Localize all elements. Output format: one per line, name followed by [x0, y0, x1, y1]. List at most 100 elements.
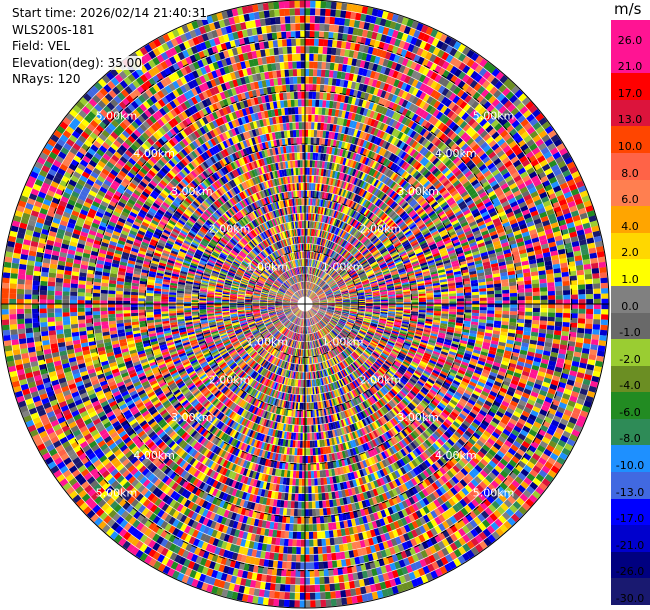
- velocity-gate: [340, 95, 346, 103]
- velocity-gate: [351, 58, 358, 67]
- velocity-gate: [313, 54, 319, 62]
- velocity-gate: [316, 222, 320, 230]
- velocity-gate: [355, 59, 362, 68]
- velocity-gate: [311, 175, 314, 183]
- velocity-gate: [325, 62, 331, 70]
- velocity-gate: [325, 200, 329, 208]
- velocity-gate: [411, 300, 419, 303]
- velocity-gate: [593, 309, 601, 315]
- velocity-gate: [317, 245, 320, 253]
- velocity-gate: [434, 299, 442, 302]
- velocity-gate: [326, 162, 330, 170]
- velocity-gate: [494, 317, 502, 322]
- velocity-gate: [575, 264, 584, 271]
- velocity-gate: [328, 185, 333, 193]
- velocity-gate: [336, 117, 342, 125]
- velocity-gate: [328, 24, 335, 32]
- velocity-gate: [339, 102, 345, 110]
- velocity-gate: [456, 306, 464, 310]
- velocity-gate: [338, 110, 343, 118]
- velocity-gate: [305, 38, 310, 46]
- velocity-gate: [335, 155, 340, 164]
- velocity-gate: [479, 291, 487, 295]
- velocity-gate: [591, 334, 600, 341]
- velocity-gate: [563, 299, 571, 305]
- velocity-gate: [441, 294, 449, 297]
- velocity-gate: [563, 304, 571, 309]
- velocity-gate: [306, 228, 308, 236]
- velocity-gate: [403, 305, 411, 308]
- velocity-gate: [524, 288, 533, 293]
- velocity-gate: [562, 280, 570, 287]
- velocity-gate: [524, 319, 532, 324]
- velocity-gate: [309, 236, 311, 244]
- velocity-gate: [547, 290, 555, 296]
- velocity-gate: [306, 274, 308, 282]
- velocity-gate: [502, 307, 510, 312]
- velocity-gate: [336, 2, 343, 10]
- velocity-gate: [601, 293, 609, 299]
- velocity-gate: [555, 286, 563, 291]
- velocity-gate: [305, 281, 307, 289]
- velocity-gate: [309, 267, 312, 275]
- velocity-gate: [308, 198, 311, 206]
- velocity-gate: [320, 69, 326, 77]
- velocity-gate: [555, 295, 563, 300]
- velocity-gate: [307, 266, 309, 274]
- velocity-gate: [554, 321, 563, 327]
- velocity-gate: [577, 284, 586, 290]
- velocity-gate: [313, 213, 317, 221]
- velocity-gate: [327, 154, 332, 162]
- velocity-gate: [322, 92, 328, 100]
- velocity-gate: [310, 190, 313, 198]
- velocity-gate: [358, 21, 365, 29]
- velocity-gate: [315, 0, 321, 8]
- velocity-gate: [307, 251, 309, 259]
- velocity-gate: [321, 161, 326, 169]
- velocity-gate: [322, 130, 327, 139]
- velocity-gate: [305, 259, 307, 266]
- velocity-gate: [318, 230, 321, 238]
- velocity-gate: [323, 146, 328, 154]
- velocity-gate: [487, 290, 495, 295]
- velocity-gate: [366, 7, 374, 16]
- velocity-gate: [319, 176, 323, 184]
- velocity-gate: [305, 99, 309, 107]
- velocity-gate: [577, 274, 585, 281]
- velocity-gate: [307, 160, 311, 168]
- velocity-gate: [328, 177, 332, 186]
- velocity-gate: [494, 310, 502, 315]
- velocity-gate: [358, 44, 365, 53]
- velocity-gate: [305, 145, 308, 152]
- velocity-gate: [328, 108, 333, 116]
- velocity-gate: [311, 107, 316, 115]
- velocity-gate: [586, 308, 594, 315]
- velocity-gate: [320, 230, 324, 238]
- velocity-gate: [548, 304, 556, 309]
- velocity-gate: [314, 160, 318, 168]
- velocity-gate: [487, 313, 495, 318]
- velocity-gate: [310, 251, 313, 259]
- velocity-gate: [331, 170, 336, 179]
- velocity-gate: [305, 8, 311, 16]
- velocity-gate: [494, 297, 502, 301]
- velocity-gate: [305, 91, 309, 99]
- velocity-gate: [306, 198, 309, 206]
- velocity-gate: [509, 289, 517, 294]
- velocity-gate: [309, 31, 315, 39]
- velocity-gate: [318, 222, 321, 230]
- velocity-gate: [593, 288, 601, 294]
- velocity-gate: [599, 272, 608, 279]
- velocity-gate: [309, 160, 313, 168]
- velocity-gate: [312, 206, 316, 214]
- velocity-gate: [323, 215, 327, 223]
- velocity-gate: [310, 259, 313, 267]
- velocity-gate: [434, 306, 442, 309]
- velocity-gate: [591, 268, 600, 274]
- velocity-gate: [317, 199, 320, 207]
- velocity-gate: [501, 286, 510, 291]
- velocity-gate: [310, 213, 313, 221]
- velocity-gate: [323, 192, 327, 200]
- velocity-gate: [311, 267, 314, 275]
- velocity-gate: [307, 213, 310, 221]
